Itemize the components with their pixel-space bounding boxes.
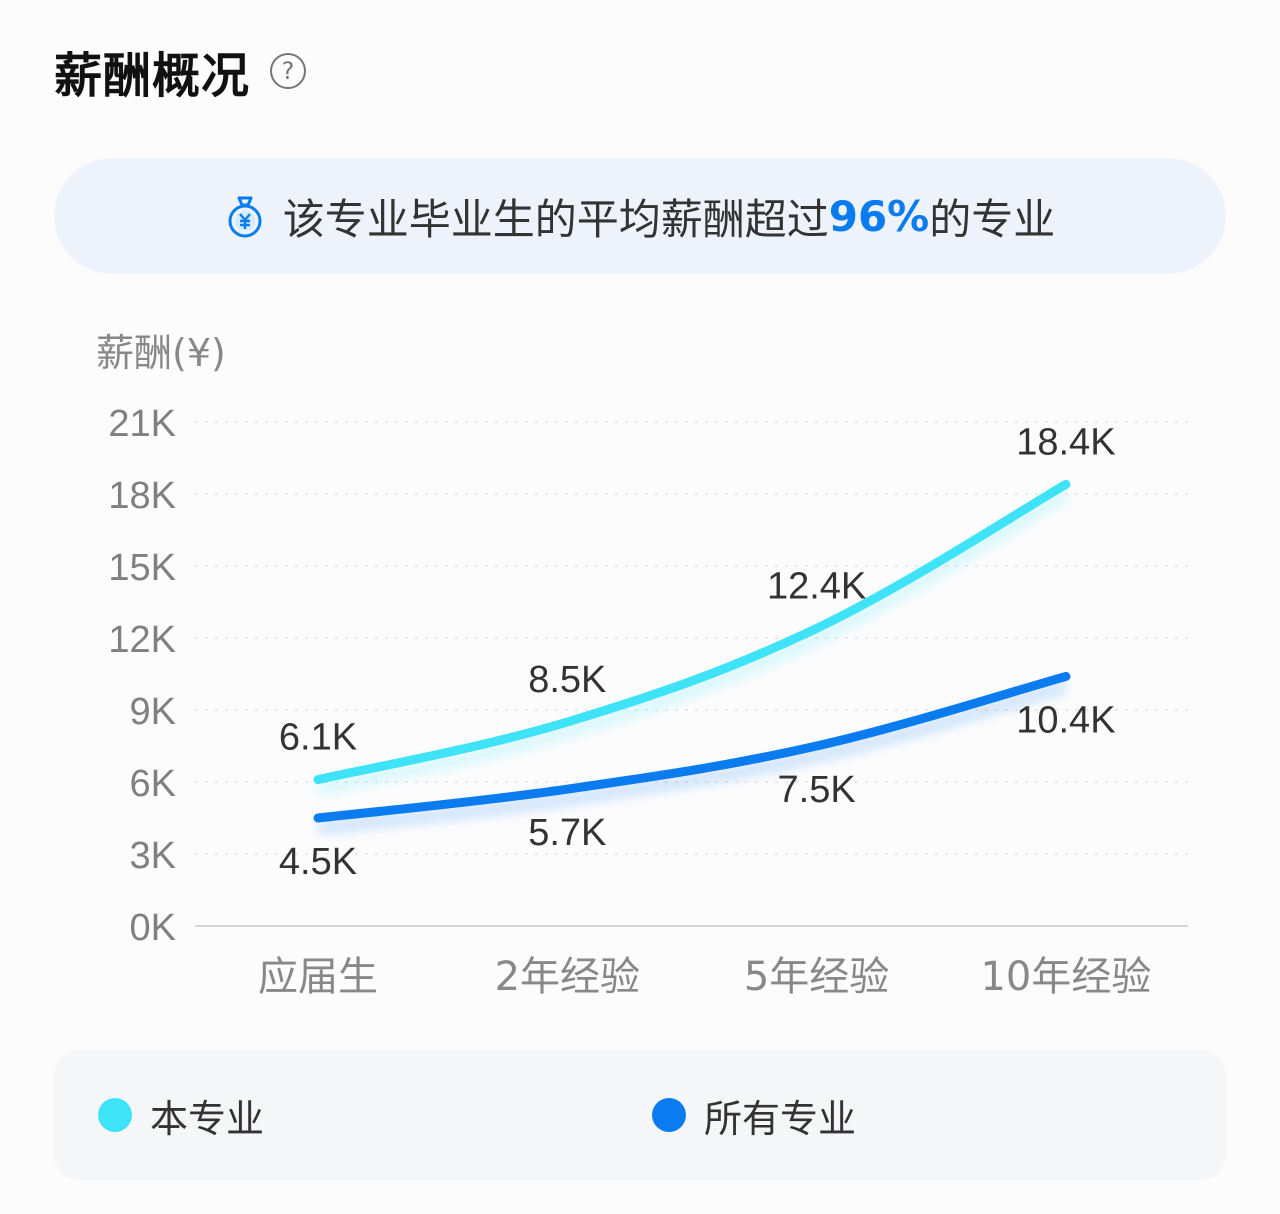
legend-dot-icon xyxy=(98,1098,132,1132)
legend-label: 所有专业 xyxy=(704,1096,857,1141)
y-tick-label: 9K xyxy=(130,691,176,733)
y-tick-label: 6K xyxy=(130,763,176,805)
banner-highlight-percent: 96% xyxy=(828,191,930,241)
data-label: 7.5K xyxy=(778,769,856,811)
y-tick-label: 3K xyxy=(130,835,176,877)
legend-item-all-majors[interactable]: 所有专业 xyxy=(652,1050,856,1180)
series-line-all-majors xyxy=(313,671,1071,823)
x-tick-label: 10年经验 xyxy=(980,954,1151,1000)
y-axis-title: 薪酬(¥) xyxy=(96,331,226,375)
chart-plot: 0K 3K 6K 9K 12K 15K 18K 21K 应届生 2年经验 5年经验 10年经验 6.1K… xyxy=(108,403,1188,1000)
section-title: 薪酬概况 xyxy=(54,48,251,104)
y-tick-label: 15K xyxy=(108,547,176,589)
legend-item-this-major[interactable]: 本专业 xyxy=(98,1050,264,1180)
data-label: 6.1K xyxy=(279,717,357,759)
legend-label: 本专业 xyxy=(150,1096,265,1141)
x-tick-label: 2年经验 xyxy=(495,954,640,1000)
data-label: 5.7K xyxy=(528,812,606,854)
banner-text-prefix: 该专业毕业生的平均薪酬超过 xyxy=(282,194,829,244)
y-tick-label: 0K xyxy=(130,907,176,949)
data-label: 12.4K xyxy=(767,565,866,607)
salary-rank-banner: 该专业毕业生的平均薪酬超过 96% 的专业 xyxy=(54,158,1226,274)
money-bag-icon xyxy=(225,194,265,238)
banner-text-suffix: 的专业 xyxy=(929,194,1056,244)
y-tick-label: 21K xyxy=(108,403,176,445)
x-tick-label: 5年经验 xyxy=(744,954,889,1000)
legend-dot-icon xyxy=(652,1098,686,1132)
y-tick-label: 12K xyxy=(108,619,176,661)
help-icon[interactable]: ? xyxy=(270,53,307,89)
section-header: 薪酬概况 ? xyxy=(54,38,307,104)
salary-line-chart: 薪酬(¥) 0K 3K 6K 9K 12K 15K 18K 21K 应届生 2年经验 5年经验 10年… xyxy=(0,300,1280,1020)
data-label: 10.4K xyxy=(1016,699,1115,741)
x-tick-label: 应届生 xyxy=(258,954,378,1000)
y-tick-label: 18K xyxy=(108,475,176,517)
data-label: 8.5K xyxy=(528,659,606,701)
series-line-this-major xyxy=(313,479,1071,785)
data-label: 4.5K xyxy=(279,841,357,883)
data-label: 18.4K xyxy=(1016,421,1115,463)
chart-legend: 本专业 所有专业 xyxy=(54,1050,1226,1180)
